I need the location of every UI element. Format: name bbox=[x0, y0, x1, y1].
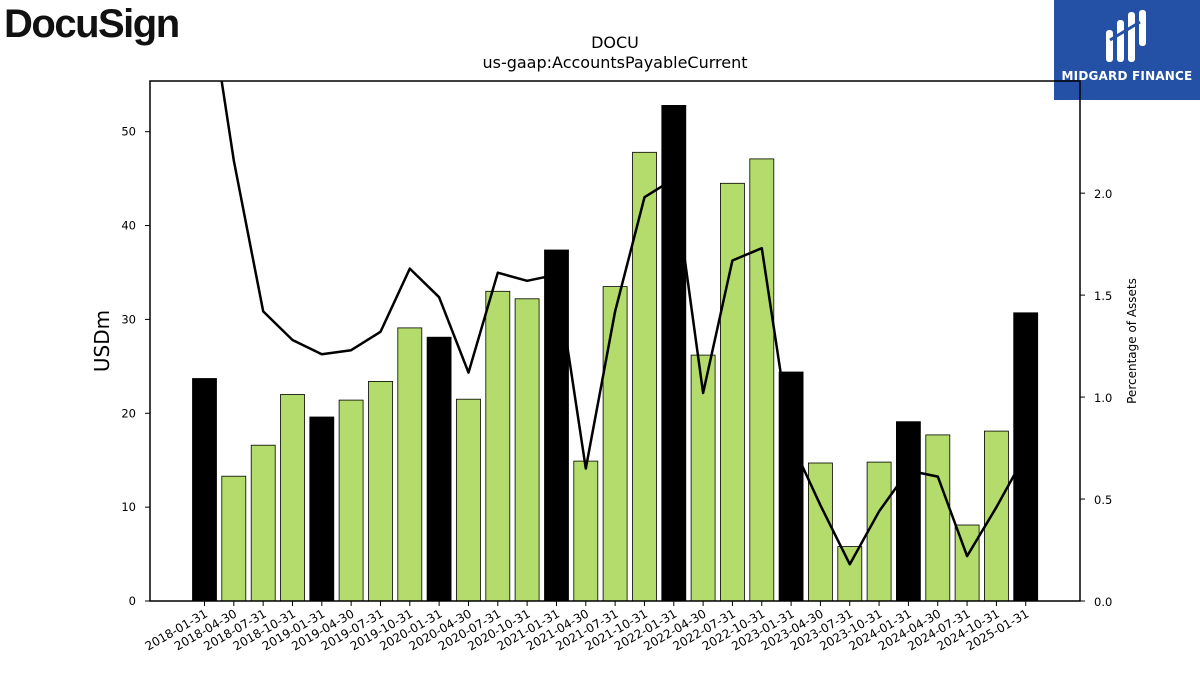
bar-2023-07-31 bbox=[837, 546, 863, 602]
y-tick-label: 30 bbox=[121, 312, 136, 326]
bar-2023-04-30 bbox=[808, 462, 833, 602]
y-tick-label: 10 bbox=[121, 500, 136, 514]
chart-subtitle: us-gaap:AccountsPayableCurrent bbox=[482, 53, 747, 72]
x-axis: 2018-01-312018-04-302018-07-312018-10-31… bbox=[143, 601, 1031, 653]
bar-2019-07-31 bbox=[368, 380, 393, 602]
right-axis: 0.0 0.5 1.0 1.5 2.0 bbox=[1080, 187, 1112, 609]
bar-2019-10-31 bbox=[397, 327, 423, 602]
docusign-logo: DocuSign bbox=[4, 2, 180, 46]
y2-axis-title: Percentage of Assets bbox=[1125, 278, 1139, 404]
bar-2018-10-31 bbox=[280, 394, 305, 602]
bar-2021-07-31 bbox=[602, 286, 628, 602]
bar-2021-10-31 bbox=[632, 151, 657, 602]
midgard-finance-label: MIDGARD FINANCE bbox=[1061, 69, 1193, 83]
bar-2019-04-30 bbox=[338, 399, 364, 602]
bar-2021-01-31 bbox=[544, 249, 569, 602]
bar-2024-04-30 bbox=[925, 434, 951, 602]
left-axis: 0 10 20 30 40 50 bbox=[121, 125, 150, 608]
bar-2020-01-31 bbox=[426, 336, 452, 602]
bar-2021-04-30 bbox=[573, 460, 599, 602]
bar-2020-04-30 bbox=[456, 398, 481, 602]
y-axis-title: USDm bbox=[90, 310, 114, 372]
bar-2023-01-31 bbox=[778, 371, 804, 602]
percentage-line bbox=[220, 81, 1027, 566]
bar-2022-04-30 bbox=[690, 354, 716, 602]
y2-tick-label: 1.5 bbox=[1094, 289, 1112, 303]
chart-title: DOCU bbox=[591, 33, 639, 52]
bar-2018-04-30 bbox=[221, 475, 247, 602]
bar-2024-01-31 bbox=[896, 421, 921, 602]
bar-2022-07-31 bbox=[720, 182, 745, 602]
midgard-finance-emblem-icon bbox=[1106, 10, 1146, 62]
bar-2025-01-31 bbox=[1013, 312, 1039, 602]
bar-2018-07-31 bbox=[250, 444, 276, 602]
y-tick-label: 40 bbox=[121, 219, 136, 233]
y-tick-label: 50 bbox=[121, 125, 136, 139]
y2-tick-label: 2.0 bbox=[1094, 187, 1112, 201]
bar-2022-10-31 bbox=[749, 158, 775, 602]
bar-2020-07-31 bbox=[485, 290, 511, 602]
bar-2019-01-31 bbox=[309, 416, 335, 602]
y-tick-label: 20 bbox=[121, 406, 136, 420]
line-group bbox=[220, 81, 1027, 566]
bar-2023-10-31 bbox=[866, 461, 892, 602]
y-tick-label: 0 bbox=[129, 594, 136, 608]
y2-tick-label: 0.5 bbox=[1094, 493, 1112, 507]
bars-group bbox=[192, 105, 1039, 602]
bar-2024-10-31 bbox=[984, 430, 1009, 602]
midgard-finance-logo: MIDGARD FINANCE bbox=[1054, 0, 1200, 100]
y2-tick-label: 0.0 bbox=[1094, 595, 1112, 609]
bar-2020-10-31 bbox=[514, 298, 540, 602]
bar-2018-01-31 bbox=[192, 378, 217, 602]
y2-tick-label: 1.0 bbox=[1094, 391, 1112, 405]
